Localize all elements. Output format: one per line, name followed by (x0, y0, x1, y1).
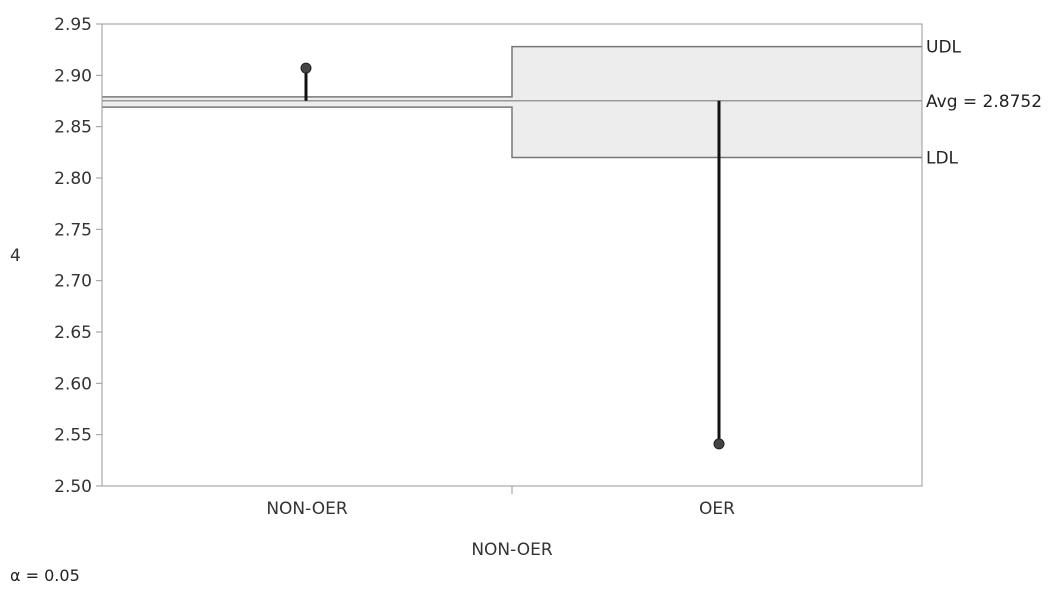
ldl-label: LDL (926, 148, 959, 168)
x-tick-label: NON-OER (266, 499, 348, 519)
decision-band-layer (102, 46, 922, 158)
mean-point (713, 438, 725, 450)
y-tick-label: 2.70 (54, 272, 92, 292)
y-axis-title: 4 (10, 246, 21, 266)
alpha-note: α = 0.05 (10, 566, 80, 585)
decision-band-non-oer (102, 96, 512, 108)
y-axis: 2.50 2.55 2.60 2.65 2.70 2.75 2.80 2.85 2.90 2.95 (54, 15, 102, 497)
limit-label-layer: UDL Avg = 2.8752 LDL (926, 38, 1042, 169)
average-label: Avg = 2.8752 (926, 92, 1042, 112)
y-tick-label: 2.90 (54, 66, 92, 86)
ldl-line (102, 106, 922, 159)
y-tick-label: 2.55 (54, 426, 92, 446)
mean-point (300, 62, 312, 74)
decision-band-oer (512, 46, 922, 158)
x-axis-title: NON-OER (471, 540, 553, 560)
y-tick-label: 2.80 (54, 169, 92, 189)
x-tick-label: OER (699, 499, 735, 519)
data-mark-layer (300, 62, 725, 450)
y-tick-label: 2.95 (54, 15, 92, 35)
y-tick-label: 2.65 (54, 323, 92, 343)
y-tick-label: 2.60 (54, 374, 92, 394)
y-tick-label: 2.85 (54, 118, 92, 138)
y-tick-label: 2.50 (54, 477, 92, 497)
udl-label: UDL (926, 38, 962, 58)
x-axis: NON-OER OER (266, 486, 735, 519)
y-tick-label: 2.75 (54, 220, 92, 240)
